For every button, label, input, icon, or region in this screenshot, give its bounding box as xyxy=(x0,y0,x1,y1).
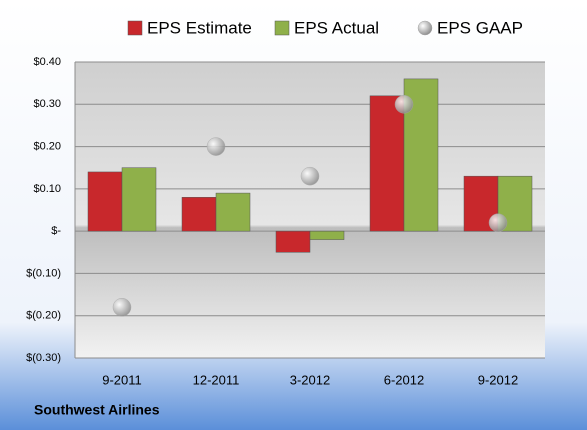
legend-marker xyxy=(417,20,433,36)
footer: Southwest Airlines xyxy=(34,402,160,418)
y-tick-label: $(0.30) xyxy=(26,352,61,364)
x-tick-label: 9-2011 xyxy=(102,372,142,387)
bar xyxy=(87,171,123,232)
x-tick-label: 9-2012 xyxy=(478,372,518,387)
legend-label: EPS GAAP xyxy=(437,18,523,37)
y-tick-label: $- xyxy=(51,225,61,237)
point xyxy=(112,298,132,317)
x-tick-label: 3-2012 xyxy=(290,372,330,387)
bar xyxy=(215,192,251,232)
legend-label: EPS Actual xyxy=(294,18,379,37)
legend-marker xyxy=(274,20,290,36)
bar xyxy=(181,197,217,232)
x-tick-label: 12-2011 xyxy=(193,372,240,387)
point xyxy=(488,213,508,232)
legend-label: EPS Estimate xyxy=(147,18,252,37)
bar xyxy=(369,95,405,232)
y-tick-label: $0.40 xyxy=(33,56,61,68)
y-tick-label: $0.10 xyxy=(33,183,61,195)
bar xyxy=(121,167,157,232)
point xyxy=(206,137,226,156)
point xyxy=(394,95,414,114)
y-tick-label: $(0.10) xyxy=(26,267,61,279)
bar xyxy=(275,230,311,253)
y-tick-label: $(0.20) xyxy=(26,310,61,322)
x-tick-label: 6-2012 xyxy=(384,372,424,387)
y-tick-label: $0.20 xyxy=(33,140,61,152)
point xyxy=(300,166,320,186)
bar xyxy=(309,230,345,240)
y-tick-label: $0.30 xyxy=(33,98,61,110)
legend-marker xyxy=(127,20,143,36)
